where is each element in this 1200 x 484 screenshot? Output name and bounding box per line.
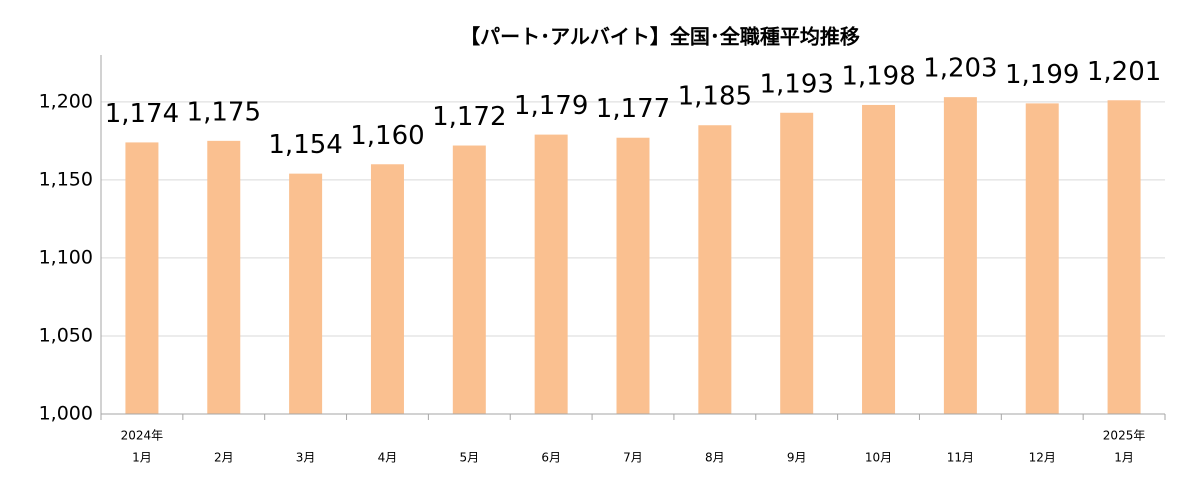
bar [1025, 103, 1059, 414]
value-label: 1,174 [105, 99, 179, 129]
bar [616, 137, 650, 415]
value-label: 1,185 [678, 82, 752, 112]
x-tick-label: 2月 [214, 451, 234, 465]
bar [207, 140, 241, 414]
y-tick-label: 1,200 [39, 90, 93, 112]
x-tick-label: 5月 [459, 451, 479, 465]
x-tick-label: 9月 [787, 451, 807, 465]
y-tick-label: 1,000 [39, 403, 93, 425]
x-tick-label: 10月 [865, 451, 892, 465]
bar [289, 173, 323, 414]
value-label: 1,154 [268, 130, 342, 160]
y-tick-label: 1,050 [39, 324, 93, 346]
bar [1107, 100, 1141, 414]
y-tick-label: 1,100 [39, 246, 93, 268]
y-tick-label: 1,150 [39, 168, 93, 190]
value-label: 1,198 [841, 61, 915, 91]
x-tick-label: 2025年 [1103, 429, 1146, 443]
bar [943, 97, 977, 414]
chart-title: 【パート･アルバイト】全国･全職種平均推移 [460, 25, 860, 49]
value-label: 1,201 [1087, 57, 1161, 87]
value-label: 1,199 [1005, 60, 1079, 90]
x-tick-label: 8月 [705, 451, 725, 465]
x-tick-label: 1月 [1114, 451, 1134, 465]
bar [698, 125, 732, 414]
x-tick-label: 7月 [623, 451, 643, 465]
bar [452, 145, 486, 414]
x-tick-label: 4月 [378, 451, 398, 465]
x-tick-label: 2024年 [121, 429, 164, 443]
bar [862, 104, 896, 415]
bar [125, 142, 159, 414]
x-tick-label: 6月 [541, 451, 561, 465]
value-label: 1,160 [350, 121, 424, 151]
value-label: 1,179 [514, 91, 588, 121]
x-tick-label: 1月 [132, 451, 152, 465]
value-label: 1,193 [759, 69, 833, 99]
bar [780, 112, 814, 415]
x-tick-label: 12月 [1029, 451, 1056, 465]
value-label: 1,203 [923, 54, 997, 84]
value-label: 1,172 [432, 102, 506, 132]
x-tick-label: 11月 [947, 451, 974, 465]
value-label: 1,175 [187, 97, 261, 127]
bar [534, 134, 568, 414]
bar [370, 164, 404, 414]
value-label: 1,177 [596, 94, 670, 124]
x-tick-label: 3月 [296, 451, 316, 465]
